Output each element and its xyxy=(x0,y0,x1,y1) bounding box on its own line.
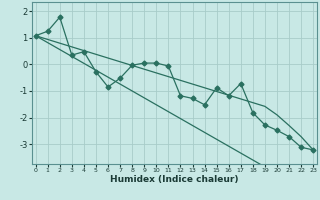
X-axis label: Humidex (Indice chaleur): Humidex (Indice chaleur) xyxy=(110,175,239,184)
